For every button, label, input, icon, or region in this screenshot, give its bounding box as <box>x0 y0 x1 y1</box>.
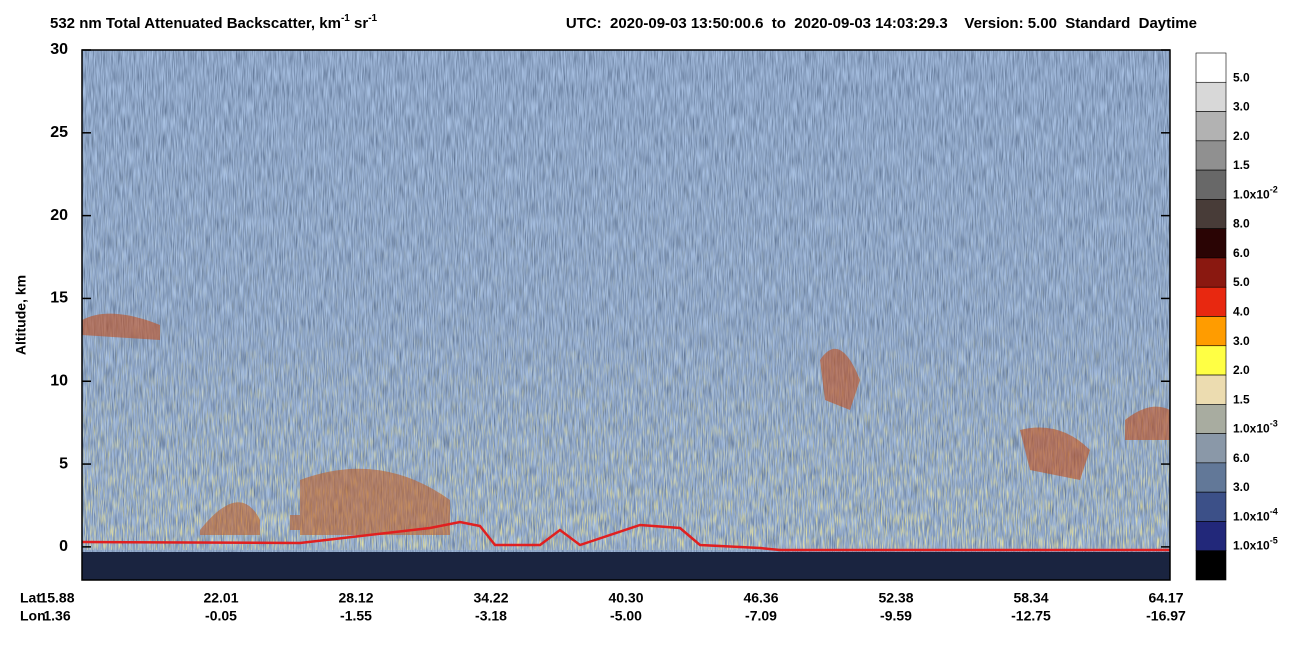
y-axis-label: Altitude, km <box>13 275 29 355</box>
x-tick-label: 64.17 <box>1148 590 1183 606</box>
title-part: sr <box>350 15 369 32</box>
colorbar-label-text: 1.0x10 <box>1233 510 1270 524</box>
x-tick-label: 22.01 <box>203 590 238 606</box>
colorbar-label-text: 1.0x10 <box>1233 422 1270 436</box>
colorbar-swatch <box>1195 316 1227 347</box>
colorbar-label: 5.0 <box>1233 70 1250 84</box>
colorbar-label: 4.0 <box>1233 305 1250 319</box>
x-tick-label: 40.30 <box>608 590 643 606</box>
x-row-name: Lon <box>20 608 46 624</box>
x-tick-label: -9.59 <box>880 608 912 624</box>
colorbar-label: 6.0 <box>1233 451 1250 465</box>
colorbar-swatch <box>1195 374 1227 405</box>
colorbar-label: 1.0x10-2 <box>1233 185 1278 202</box>
colorbar-swatch <box>1195 550 1227 581</box>
colorbar-label: 8.0 <box>1233 217 1250 231</box>
colorbar-label-exponent: -2 <box>1270 185 1278 195</box>
colorbar-label-text: 5.0 <box>1233 70 1250 84</box>
colorbar-label: 1.5 <box>1233 393 1250 407</box>
curtain-image <box>82 50 1170 580</box>
y-tick-label: 5 <box>59 455 68 472</box>
colorbar-swatch <box>1195 345 1227 376</box>
x-tick-label: 15.88 <box>39 590 74 606</box>
y-tick-label: 30 <box>50 41 68 58</box>
colorbar-label: 1.0x10-3 <box>1233 419 1278 436</box>
colorbar-swatch <box>1195 521 1227 552</box>
colorbar-label-text: 1.5 <box>1233 158 1250 172</box>
colorbar-label-exponent: -3 <box>1270 419 1278 429</box>
colorbar-label-text: 1.0x10 <box>1233 188 1270 202</box>
x-tick-label: 34.22 <box>473 590 508 606</box>
colorbar-swatch <box>1195 491 1227 522</box>
title-superscript: -1 <box>341 13 350 24</box>
colorbar-label-text: 6.0 <box>1233 246 1250 260</box>
x-tick-label: 28.12 <box>338 590 373 606</box>
colorbar-label: 1.0x10-5 <box>1233 536 1278 553</box>
plot-frame <box>81 49 1171 581</box>
colorbar-label-text: 6.0 <box>1233 451 1250 465</box>
colorbar-label-exponent: -5 <box>1270 536 1278 546</box>
colorbar-label-text: 1.0x10 <box>1233 539 1270 553</box>
colorbar-swatch <box>1195 462 1227 493</box>
x-tick-label: -12.75 <box>1011 608 1051 624</box>
colorbar-label: 2.0 <box>1233 363 1250 377</box>
colorbar-swatch <box>1195 81 1227 112</box>
colorbar-swatch <box>1195 169 1227 200</box>
colorbar-swatch <box>1195 257 1227 288</box>
colorbar-swatch <box>1195 52 1227 83</box>
colorbar-label: 3.0 <box>1233 480 1250 494</box>
colorbar-label-text: 5.0 <box>1233 275 1250 289</box>
title-superscript: -1 <box>368 13 377 24</box>
x-tick-label: -16.97 <box>1146 608 1186 624</box>
title-row: 532 nm Total Attenuated Backscatter, km-… <box>50 13 1197 32</box>
colorbar-label: 2.0 <box>1233 129 1250 143</box>
colorbar-label: 1.0x10-4 <box>1233 507 1278 524</box>
colorbar-label: 1.5 <box>1233 158 1250 172</box>
colorbar-label-text: 3.0 <box>1233 100 1250 114</box>
y-tick-label: 25 <box>50 124 68 141</box>
y-tick-label: 15 <box>50 290 68 307</box>
subtitle: UTC: 2020-09-03 13:50:00.6 to 2020-09-03… <box>566 15 1197 32</box>
colorbar-swatch <box>1195 228 1227 259</box>
colorbar-swatch <box>1195 433 1227 464</box>
x-tick-label: -7.09 <box>745 608 777 624</box>
colorbar-label-exponent: -4 <box>1270 507 1278 517</box>
x-tick-label: -0.05 <box>205 608 237 624</box>
x-tick-label: -5.00 <box>610 608 642 624</box>
x-tick-label: 52.38 <box>878 590 913 606</box>
chart-title: 532 nm Total Attenuated Backscatter, km-… <box>50 13 378 32</box>
colorbar-swatch <box>1195 111 1227 142</box>
colorbar-swatch <box>1195 404 1227 434</box>
colorbar-label-text: 2.0 <box>1233 129 1250 143</box>
colorbar-swatch <box>1195 140 1227 171</box>
colorbar-label: 5.0 <box>1233 275 1250 289</box>
x-row-name: Lat <box>20 590 41 606</box>
colorbar-label-text: 3.0 <box>1233 334 1250 348</box>
colorbar-swatch <box>1195 286 1227 317</box>
colorbar-label: 3.0 <box>1233 334 1250 348</box>
colorbar-label-text: 3.0 <box>1233 480 1250 494</box>
x-tick-label: 1.36 <box>43 608 70 624</box>
x-tick-label: -1.55 <box>340 608 372 624</box>
colorbar: 5.03.02.01.51.0x10-28.06.05.04.03.02.01.… <box>1195 52 1278 581</box>
x-tick-label: -3.18 <box>475 608 507 624</box>
colorbar-label-text: 1.5 <box>1233 393 1250 407</box>
y-tick-label: 10 <box>50 372 68 389</box>
y-tick-label: 0 <box>59 538 68 555</box>
colorbar-label: 6.0 <box>1233 246 1250 260</box>
colorbar-label: 3.0 <box>1233 100 1250 114</box>
colorbar-swatch <box>1195 199 1227 229</box>
colorbar-label-text: 2.0 <box>1233 363 1250 377</box>
x-tick-label: 46.36 <box>743 590 778 606</box>
y-tick-label: 20 <box>50 207 68 224</box>
colorbar-label-text: 4.0 <box>1233 305 1250 319</box>
colorbar-label-text: 8.0 <box>1233 217 1250 231</box>
title-part: 532 nm Total Attenuated Backscatter, km <box>50 15 341 32</box>
x-tick-label: 58.34 <box>1013 590 1048 606</box>
